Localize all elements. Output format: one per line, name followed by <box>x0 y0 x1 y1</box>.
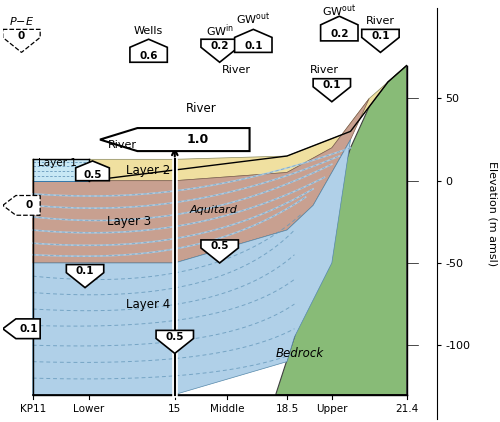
Text: 15: 15 <box>168 404 181 414</box>
Polygon shape <box>32 98 369 263</box>
Text: River: River <box>186 102 216 115</box>
Text: Layer 2: Layer 2 <box>126 163 170 176</box>
Polygon shape <box>130 39 168 62</box>
Text: River: River <box>222 65 251 76</box>
Polygon shape <box>201 240 238 263</box>
Text: 0.6: 0.6 <box>140 51 158 61</box>
Text: 0.5: 0.5 <box>84 170 102 180</box>
Polygon shape <box>76 161 110 181</box>
Text: River: River <box>108 140 136 149</box>
Text: 0.5: 0.5 <box>166 332 184 342</box>
Polygon shape <box>3 30 40 52</box>
Text: Middle: Middle <box>210 404 244 414</box>
Text: River: River <box>310 65 339 76</box>
Text: GW$^{\mathregular{in}}$: GW$^{\mathregular{in}}$ <box>206 23 234 39</box>
Y-axis label: Elevation (m amsl): Elevation (m amsl) <box>487 161 497 266</box>
Text: 0: 0 <box>26 200 32 211</box>
Text: 0.5: 0.5 <box>210 241 229 251</box>
Polygon shape <box>66 265 104 288</box>
Text: 0.2: 0.2 <box>330 29 348 39</box>
Text: 0.1: 0.1 <box>322 80 341 90</box>
Text: 0.1: 0.1 <box>371 31 390 41</box>
Polygon shape <box>32 65 406 181</box>
Polygon shape <box>276 65 406 395</box>
Text: GW$^{\mathregular{out}}$: GW$^{\mathregular{out}}$ <box>322 3 356 19</box>
Text: Layer 4: Layer 4 <box>126 298 170 311</box>
Text: Lower: Lower <box>73 404 104 414</box>
Text: 0.1: 0.1 <box>244 41 262 51</box>
Polygon shape <box>3 319 40 338</box>
Polygon shape <box>201 39 238 62</box>
Polygon shape <box>362 30 399 52</box>
Text: 0.1: 0.1 <box>76 266 94 276</box>
Polygon shape <box>3 195 40 215</box>
Text: KP11: KP11 <box>20 404 46 414</box>
Text: Aquitard: Aquitard <box>190 206 238 215</box>
Polygon shape <box>32 140 350 395</box>
Text: 0.2: 0.2 <box>210 41 229 51</box>
Text: Upper: Upper <box>316 404 348 414</box>
Text: Wells: Wells <box>134 26 163 36</box>
Text: GW$^{\mathregular{out}}$: GW$^{\mathregular{out}}$ <box>236 12 270 27</box>
Text: Layer 1: Layer 1 <box>38 158 77 168</box>
Text: 21.4: 21.4 <box>395 404 418 414</box>
Text: 1.0: 1.0 <box>186 133 208 146</box>
Polygon shape <box>313 79 350 102</box>
Text: 18.5: 18.5 <box>276 404 298 414</box>
Text: 0.1: 0.1 <box>20 324 38 334</box>
Text: Layer 3: Layer 3 <box>108 215 152 228</box>
Text: River: River <box>366 16 395 26</box>
Polygon shape <box>32 160 89 181</box>
Text: $P$$-$$E$: $P$$-$$E$ <box>9 15 34 27</box>
Polygon shape <box>234 30 272 52</box>
Text: Bedrock: Bedrock <box>276 347 324 360</box>
Polygon shape <box>156 330 194 353</box>
Text: 0: 0 <box>18 31 25 41</box>
Polygon shape <box>100 128 250 151</box>
Polygon shape <box>320 16 358 41</box>
